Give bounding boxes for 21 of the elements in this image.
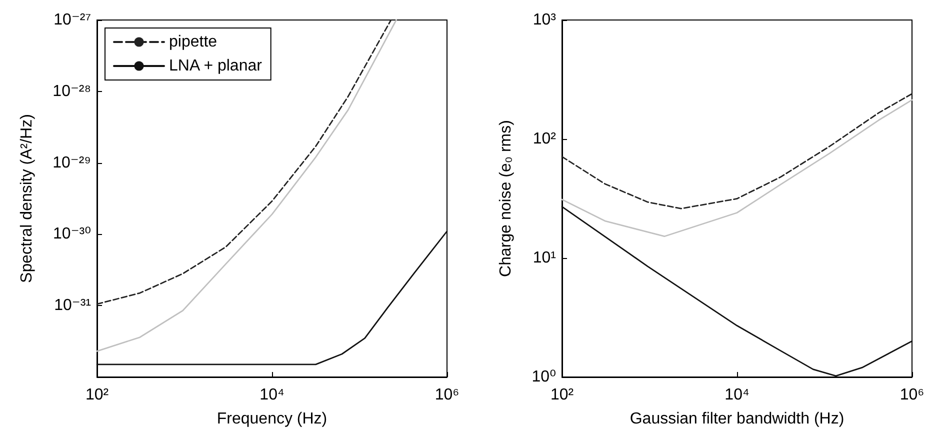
x-tick-label: 10⁴ (260, 386, 284, 404)
x-tick-label: 10² (550, 386, 574, 404)
x-tick-label: 10² (85, 386, 110, 404)
legend-label: pipette (169, 34, 218, 50)
x-tick-label: 10⁶ (434, 386, 460, 404)
x-tick-label: 10⁶ (900, 386, 924, 404)
y-tick-label: 10⁻²⁸ (52, 82, 91, 100)
y-tick-label: 10¹ (532, 250, 556, 266)
y-axis-title: Spectral density (A²/Hz) (18, 114, 36, 283)
x-axis-title: Frequency (Hz) (216, 410, 328, 428)
x-axis-title: Gaussian filter bandwidth (Hz) (630, 410, 844, 428)
y-tick-label: 10³ (532, 12, 557, 28)
y-axis-title: Charge noise (e₀ rms) (498, 120, 514, 277)
x-tick-label: 10⁴ (724, 386, 750, 404)
y-tick-label: 10⁰ (532, 368, 556, 386)
y-tick-label: 10⁻³⁰ (53, 226, 91, 243)
y-tick-label: 10⁻²⁷ (54, 12, 92, 28)
y-tick-label: 10⁻³¹ (54, 297, 91, 314)
y-tick-label: 10² (532, 130, 557, 148)
legend-label: LNA + planar (169, 58, 263, 74)
y-tick-label: 10⁻²⁹ (52, 154, 91, 172)
